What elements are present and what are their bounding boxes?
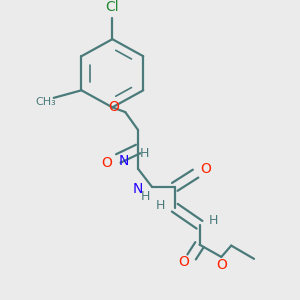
- Text: O: O: [108, 100, 119, 114]
- Text: O: O: [178, 255, 189, 269]
- Text: O: O: [216, 257, 227, 272]
- Text: O: O: [101, 156, 112, 170]
- Text: H: H: [156, 199, 166, 212]
- Text: CH₃: CH₃: [35, 97, 56, 107]
- Text: H: H: [140, 190, 150, 203]
- Text: H: H: [209, 214, 218, 227]
- Text: Cl: Cl: [106, 0, 119, 14]
- Text: O: O: [200, 162, 211, 176]
- Text: H: H: [140, 147, 149, 160]
- Text: N: N: [133, 182, 143, 196]
- Text: N: N: [119, 154, 129, 168]
